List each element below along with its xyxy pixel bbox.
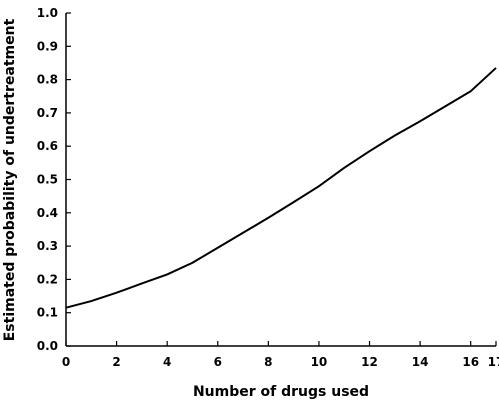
x-tick-label: 8: [264, 355, 272, 369]
y-tick-label: 0.6: [37, 139, 58, 153]
x-tick-label: 14: [412, 355, 429, 369]
x-tick-label: 16: [462, 355, 479, 369]
y-tick-label: 0.0: [37, 339, 58, 353]
x-tick-label: 4: [163, 355, 171, 369]
y-tick-label: 0.5: [37, 173, 58, 187]
x-tick-label: 6: [214, 355, 222, 369]
y-tick-label: 0.9: [37, 39, 58, 53]
x-axis-title: Number of drugs used: [193, 384, 369, 400]
x-tick-label: 12: [361, 355, 378, 369]
y-tick-label: 0.8: [37, 73, 58, 87]
x-tick-label: 17: [488, 355, 499, 369]
x-tick-label: 2: [112, 355, 120, 369]
y-tick-label: 0.2: [37, 272, 58, 286]
y-tick-label: 0.4: [37, 206, 58, 220]
x-tick-label: 10: [311, 355, 328, 369]
line-series: [65, 67, 497, 309]
y-tick-label: 0.3: [37, 239, 58, 253]
y-tick-label: 0.1: [37, 306, 58, 320]
y-tick-label: 0.7: [37, 106, 58, 120]
y-axis-title: Estimated probability of undertreatment: [2, 18, 18, 341]
y-tick-label: 1.0: [37, 6, 58, 20]
x-tick-label: 0: [62, 355, 70, 369]
